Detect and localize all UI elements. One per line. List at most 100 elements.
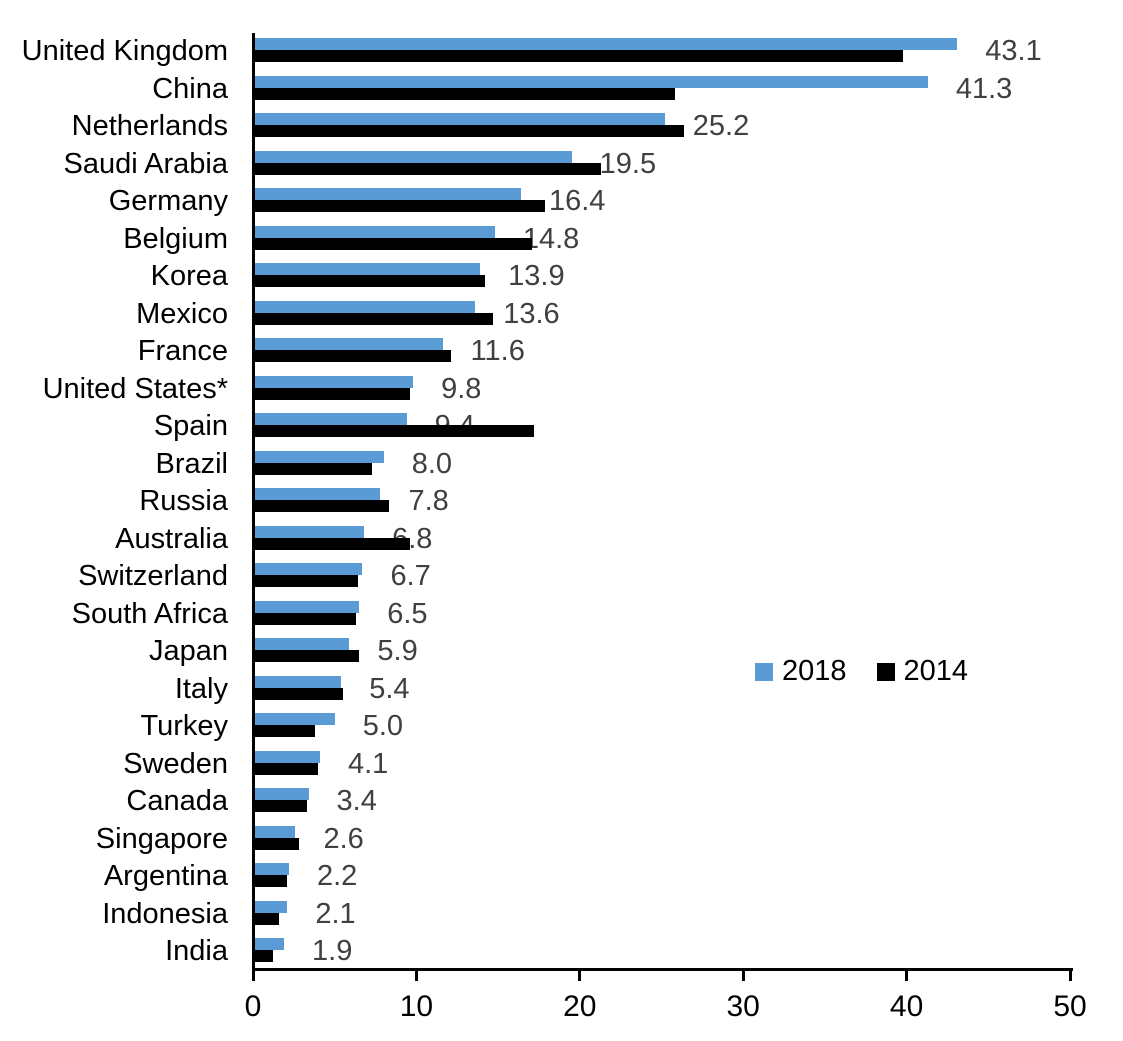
- value-label-russia: 7.8: [408, 485, 449, 517]
- category-label-germany: Germany: [108, 185, 228, 217]
- bar-2018-south-africa: [253, 600, 360, 613]
- value-label-united-states: 9.8: [441, 372, 482, 405]
- bar-2018-belgium: [253, 225, 495, 238]
- value-label-south-africa: 6.5: [387, 597, 428, 630]
- legend-label-2018: 2018: [782, 655, 847, 687]
- bar-2014-mexico: [253, 312, 494, 325]
- bar-2014-japan: [253, 650, 360, 662]
- bar-2014-spain: [253, 425, 535, 437]
- category-label-france: France: [137, 335, 228, 367]
- bar-2018-argentina: [253, 863, 289, 875]
- x-axis-tick-label-40: 40: [889, 990, 924, 1023]
- category-label-korea: Korea: [150, 260, 228, 292]
- value-label-india: 1.9: [312, 935, 353, 967]
- bar-2018-brazil: [253, 450, 384, 463]
- bar-2018-singapore: [253, 825, 296, 838]
- value-label-japan: 5.9: [377, 635, 418, 667]
- bar-2018-france: [253, 338, 443, 350]
- bar-2018-italy: [253, 675, 342, 688]
- x-axis-tick-0: [251, 968, 255, 981]
- value-label-sweden: 4.1: [347, 747, 389, 780]
- bar-2014-argentina: [253, 875, 288, 887]
- bar-2018-united-kingdom: [253, 38, 958, 50]
- x-axis-line: [252, 968, 1073, 971]
- category-label-mexico: Mexico: [136, 297, 228, 330]
- bar-2014-switzerland: [253, 575, 358, 587]
- bar-2014-france: [253, 350, 451, 362]
- category-label-argentina: Argentina: [103, 860, 228, 892]
- category-label-sweden: Sweden: [123, 747, 228, 780]
- category-label-india: India: [165, 935, 228, 967]
- value-label-singapore: 2.6: [323, 822, 364, 855]
- y-axis-line: [252, 33, 255, 971]
- legend-swatch-2018: [755, 662, 773, 681]
- category-label-belgium: Belgium: [123, 222, 228, 255]
- bar-2018-india: [253, 938, 285, 950]
- category-label-netherlands: Netherlands: [71, 110, 228, 142]
- x-axis-tick-label-20: 20: [563, 990, 597, 1023]
- category-label-saudi-arabia: Saudi Arabia: [63, 147, 228, 180]
- value-label-china: 41.3: [955, 72, 1013, 105]
- legend-item-2014: 2014: [876, 655, 969, 687]
- legend-label-2014: 2014: [903, 655, 969, 687]
- legend-item-2018: 2018: [755, 657, 847, 686]
- bar-2018-saudi-arabia: [253, 150, 572, 163]
- bar-2018-australia: [253, 525, 365, 538]
- category-label-indonesia: Indonesia: [102, 897, 228, 930]
- bar-2014-belgium: [253, 237, 533, 250]
- value-label-france: 11.6: [470, 335, 525, 367]
- bar-2014-netherlands: [253, 125, 685, 137]
- bar-2018-russia: [253, 488, 381, 500]
- category-label-china: China: [152, 72, 228, 105]
- x-axis-tick-30: [741, 968, 745, 981]
- bar-2014-sweden: [253, 762, 319, 775]
- category-label-australia: Australia: [115, 522, 228, 555]
- value-label-korea: 13.9: [508, 260, 565, 292]
- bar-2018-mexico: [253, 300, 476, 313]
- bar-2014-indonesia: [253, 912, 280, 925]
- value-label-brazil: 8.0: [411, 447, 453, 480]
- bar-2014-russia: [253, 500, 389, 512]
- value-label-argentina: 2.2: [316, 860, 358, 892]
- value-label-switzerland: 6.7: [390, 560, 431, 592]
- bar-2018-turkey: [253, 713, 335, 725]
- value-label-turkey: 5.0: [362, 710, 404, 742]
- bar-2014-australia: [253, 537, 410, 550]
- x-axis-tick-10: [414, 968, 418, 981]
- value-label-netherlands: 25.2: [692, 110, 750, 142]
- bar-2018-spain: [253, 413, 407, 425]
- bar-2014-united-states: [253, 387, 410, 400]
- value-label-mexico: 13.6: [503, 297, 560, 330]
- bar-2014-singapore: [253, 837, 299, 850]
- x-axis-tick-20: [578, 968, 582, 981]
- bar-2018-united-states: [253, 375, 414, 388]
- bar-2014-united-kingdom: [253, 50, 904, 62]
- bar-2018-canada: [253, 788, 309, 800]
- value-label-germany: 16.4: [548, 185, 606, 217]
- bar-2014-canada: [253, 800, 307, 812]
- bar-2014-south-africa: [253, 612, 356, 625]
- bar-2018-china: [253, 75, 928, 88]
- bar-2014-saudi-arabia: [253, 162, 602, 175]
- value-label-saudi-arabia: 19.5: [599, 147, 657, 180]
- value-label-indonesia: 2.1: [315, 897, 356, 930]
- x-axis-tick-label-50: 50: [1053, 990, 1087, 1023]
- category-label-japan: Japan: [148, 635, 228, 667]
- category-label-united-states: United States*: [42, 372, 228, 405]
- chart-legend: 2018 2014: [755, 657, 968, 686]
- bar-2018-switzerland: [253, 563, 363, 575]
- category-label-canada: Canada: [126, 785, 228, 817]
- category-label-switzerland: Switzerland: [78, 560, 228, 592]
- category-label-italy: Italy: [174, 672, 228, 705]
- category-label-russia: Russia: [139, 485, 228, 517]
- legend-swatch-2014: [876, 662, 895, 681]
- category-label-south-africa: South Africa: [71, 597, 228, 630]
- bar-2018-sweden: [253, 750, 320, 763]
- bar-2018-indonesia: [253, 900, 288, 913]
- bar-2014-turkey: [253, 725, 316, 737]
- value-label-canada: 3.4: [336, 785, 377, 817]
- x-axis-tick-50: [1068, 968, 1072, 981]
- category-label-turkey: Turkey: [140, 710, 228, 742]
- value-label-italy: 5.4: [369, 672, 410, 705]
